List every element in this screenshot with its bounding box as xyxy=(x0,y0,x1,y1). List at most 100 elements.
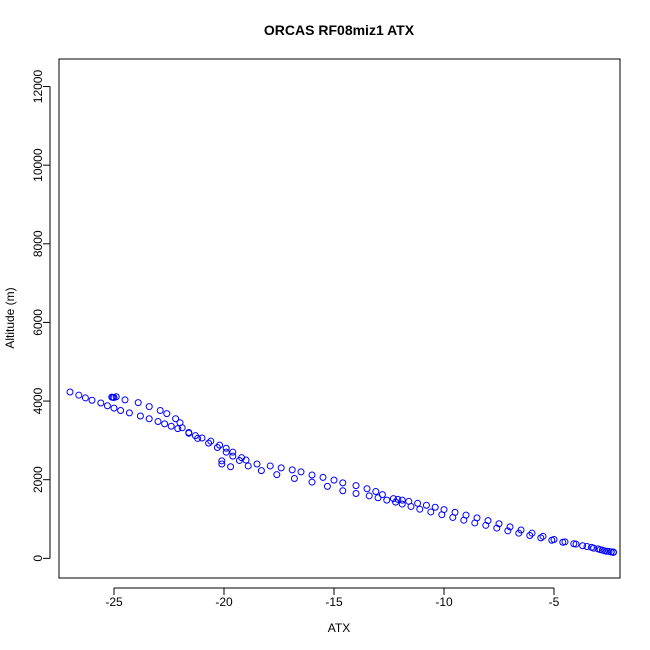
data-point xyxy=(352,482,360,490)
y-tick-label: 0 xyxy=(31,555,45,562)
y-tick-label: 6000 xyxy=(31,309,45,336)
data-point xyxy=(145,415,153,423)
y-axis: 0 2000 4000 6000 8000 10000 12000 xyxy=(31,70,51,562)
data-point xyxy=(121,396,129,404)
data-point xyxy=(213,443,221,451)
x-tick-label: -25 xyxy=(105,595,123,609)
data-point xyxy=(493,524,501,532)
data-point xyxy=(110,404,118,412)
data-point xyxy=(416,505,424,513)
data-point xyxy=(229,448,237,456)
data-point xyxy=(515,529,523,537)
data-point xyxy=(176,419,184,427)
data-point xyxy=(330,476,338,484)
y-tick-label: 10000 xyxy=(31,148,45,182)
data-point xyxy=(539,532,547,540)
plot-area xyxy=(58,58,621,579)
data-point xyxy=(308,471,316,479)
data-point xyxy=(136,412,144,420)
data-point xyxy=(471,519,479,527)
data-point xyxy=(438,511,446,519)
data-point xyxy=(125,409,133,417)
data-point xyxy=(352,489,360,497)
data-point xyxy=(163,410,171,418)
data-point xyxy=(194,434,202,442)
data-point xyxy=(290,475,298,483)
data-point xyxy=(207,437,215,445)
data-point xyxy=(277,464,285,472)
data-point xyxy=(548,536,556,544)
data-point xyxy=(134,399,142,407)
data-point xyxy=(504,527,512,535)
data-point xyxy=(81,394,89,402)
data-point xyxy=(607,548,615,556)
data-point xyxy=(244,462,252,470)
data-point xyxy=(222,444,230,452)
data-point xyxy=(383,496,391,504)
data-point xyxy=(297,468,305,476)
data-point xyxy=(266,462,274,470)
data-point xyxy=(414,499,422,507)
data-point xyxy=(75,391,83,399)
data-point xyxy=(579,542,587,550)
data-point xyxy=(422,501,430,509)
data-point xyxy=(339,479,347,487)
data-point xyxy=(460,516,468,524)
x-tick-label: -20 xyxy=(215,595,233,609)
data-point xyxy=(528,529,536,537)
y-tick-label: 12000 xyxy=(31,70,45,104)
x-tick-label: -10 xyxy=(435,595,453,609)
data-point xyxy=(172,415,180,423)
data-point xyxy=(431,503,439,511)
data-point xyxy=(363,485,371,493)
data-point xyxy=(398,500,406,508)
x-tick-label: -5 xyxy=(549,595,560,609)
data-point xyxy=(365,492,373,500)
data-point xyxy=(506,523,514,531)
data-point xyxy=(145,403,153,411)
data-point xyxy=(319,473,327,481)
data-point xyxy=(559,538,567,546)
data-points xyxy=(66,388,617,556)
chart-title: ORCAS RF08miz1 ATX xyxy=(264,22,415,38)
data-point xyxy=(288,466,296,474)
data-point xyxy=(495,520,503,528)
data-point xyxy=(583,543,591,551)
data-point xyxy=(117,407,125,415)
data-point xyxy=(570,540,578,548)
data-point xyxy=(603,547,611,555)
data-point xyxy=(198,434,206,442)
data-point xyxy=(407,502,415,510)
data-point xyxy=(97,399,105,407)
data-point xyxy=(587,543,595,551)
x-tick-label: -15 xyxy=(325,595,343,609)
data-point xyxy=(482,521,490,529)
data-point xyxy=(389,495,397,503)
y-tick-label: 4000 xyxy=(31,387,45,414)
data-point xyxy=(526,532,534,540)
data-point xyxy=(594,545,602,553)
data-point xyxy=(253,460,261,468)
data-point xyxy=(323,482,331,490)
data-point xyxy=(227,463,235,471)
data-point xyxy=(229,452,237,460)
data-point xyxy=(109,393,117,401)
data-point xyxy=(398,496,406,504)
data-point xyxy=(374,494,382,502)
data-point xyxy=(185,429,193,437)
data-point xyxy=(235,456,243,464)
data-point xyxy=(372,488,380,495)
data-point xyxy=(449,513,457,521)
data-point xyxy=(66,388,74,396)
y-tick-label: 8000 xyxy=(31,230,45,257)
data-point xyxy=(427,508,435,516)
data-point xyxy=(273,471,281,479)
data-point xyxy=(598,546,606,554)
data-point xyxy=(205,439,213,447)
data-point xyxy=(112,393,120,401)
data-point xyxy=(154,418,162,426)
data-point xyxy=(88,396,96,404)
y-tick-label: 2000 xyxy=(31,466,45,493)
data-point xyxy=(537,534,545,542)
